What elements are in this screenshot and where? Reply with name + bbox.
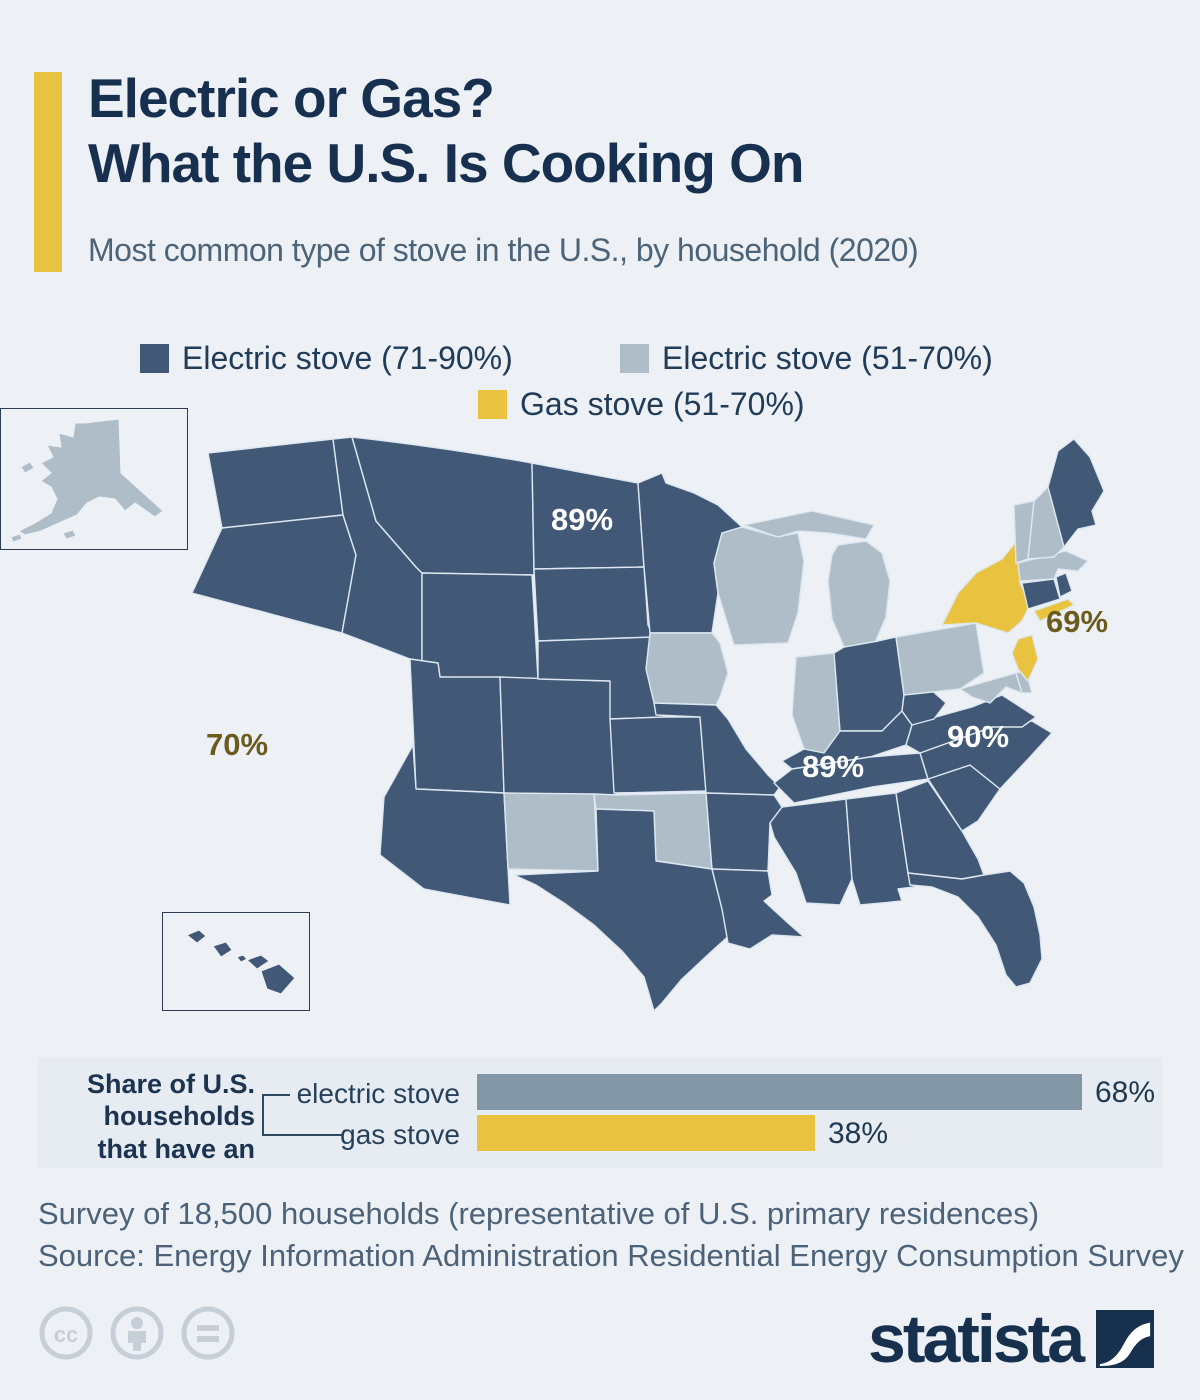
bar-value-gas-stove: 38% [828, 1117, 889, 1150]
map-value-tennessee: 89% [802, 749, 864, 784]
statista-logo-mark [1096, 1310, 1155, 1368]
state-pennsylvania [895, 622, 985, 696]
cc-no-derivatives-icon[interactable] [180, 1305, 236, 1361]
state-michigan [827, 540, 891, 648]
state-new-mexico [503, 792, 599, 872]
legend-item-electric-mid: Electric stove (51-70%) [620, 340, 993, 377]
bar-chart-caption: Share of U.S. households that have an [86, 1069, 255, 1164]
state-maine [1047, 438, 1105, 548]
map-value-california: 70% [206, 727, 268, 762]
state-oregon [191, 514, 357, 634]
state-ohio [833, 636, 905, 732]
bar-value-electric-stove: 68% [1095, 1076, 1156, 1109]
state-massachusetts [1017, 550, 1089, 582]
legend-swatch-yellow [478, 390, 507, 419]
state-utah [409, 658, 505, 794]
title-line-2: What the U.S. Is Cooking On [88, 131, 804, 194]
bar-electric-stove [477, 1074, 1082, 1110]
map-value-new-jersey: 69% [1046, 604, 1108, 639]
bar-label-gas-stove: gas stove [340, 1119, 460, 1150]
state-new-hampshire [1027, 486, 1065, 560]
legend-swatch-dark-blue [140, 344, 169, 373]
bracket-connector [262, 1094, 343, 1136]
state-virginia [905, 694, 1037, 754]
state-south-dakota [533, 566, 655, 642]
state-hawaii [186, 929, 296, 995]
survey-note: Survey of 18,500 households (representat… [38, 1196, 1040, 1231]
cc-attribution-icon[interactable] [109, 1305, 165, 1361]
us-map-container: 89% 70% 89% 90% 69% [170, 425, 1130, 1045]
svg-text:cc: cc [54, 1322, 78, 1347]
state-connecticut [1021, 578, 1061, 610]
map-value-north-dakota: 89% [551, 502, 613, 537]
alaska-inset-box [0, 408, 188, 550]
legend-label: Electric stove (71-90%) [182, 340, 513, 376]
hawaii-map [186, 929, 296, 995]
source-note: Source: Energy Information Administratio… [38, 1238, 1184, 1273]
alaska-map [10, 418, 164, 543]
us-choropleth-map: 89% 70% 89% 90% 69% [191, 436, 1108, 1012]
state-mississippi [769, 798, 853, 906]
bar-label-electric-stove: electric stove [296, 1078, 460, 1109]
legend-item-gas: Gas stove (51-70%) [478, 386, 805, 423]
statista-wordmark: statista [868, 1301, 1085, 1377]
state-colorado [499, 676, 617, 796]
legend-label: Gas stove (51-70%) [520, 386, 805, 422]
state-arizona [379, 744, 511, 906]
accent-bar [34, 72, 62, 272]
state-washington [207, 438, 344, 529]
map-value-north-carolina: 90% [947, 719, 1009, 754]
legend-label: Electric stove (51-70%) [662, 340, 993, 376]
title-line-1: Electric or Gas? [88, 67, 495, 129]
page-title: Electric or Gas? What the U.S. Is Cookin… [88, 66, 804, 196]
state-iowa [645, 632, 729, 706]
page-subtitle: Most common type of stove in the U.S., b… [88, 232, 919, 268]
legend-swatch-light-gray [620, 344, 649, 373]
state-wyoming [421, 572, 539, 680]
bar-chart-panel: Share of U.S. households that have an el… [37, 1057, 1163, 1168]
state-florida [907, 870, 1043, 988]
state-rhode-island [1055, 572, 1073, 598]
state-texas [513, 808, 733, 1012]
state-new-jersey [1011, 634, 1039, 682]
statista-logo[interactable]: statista [868, 1300, 1155, 1378]
state-new-york-long-island [1033, 598, 1075, 622]
state-michigan-upper-peninsula [743, 510, 875, 540]
state-arkansas [705, 792, 783, 872]
state-louisiana [711, 868, 805, 950]
hawaii-inset-box [162, 912, 310, 1011]
state-kansas [609, 716, 707, 794]
cc-license-icon[interactable]: cc [38, 1305, 94, 1361]
state-indiana [791, 652, 841, 754]
creative-commons-icons: cc [38, 1305, 236, 1361]
state-wisconsin [713, 526, 805, 646]
bar-gas-stove [477, 1115, 815, 1151]
legend-item-electric-high: Electric stove (71-90%) [140, 340, 513, 377]
state-alaska [10, 418, 164, 543]
